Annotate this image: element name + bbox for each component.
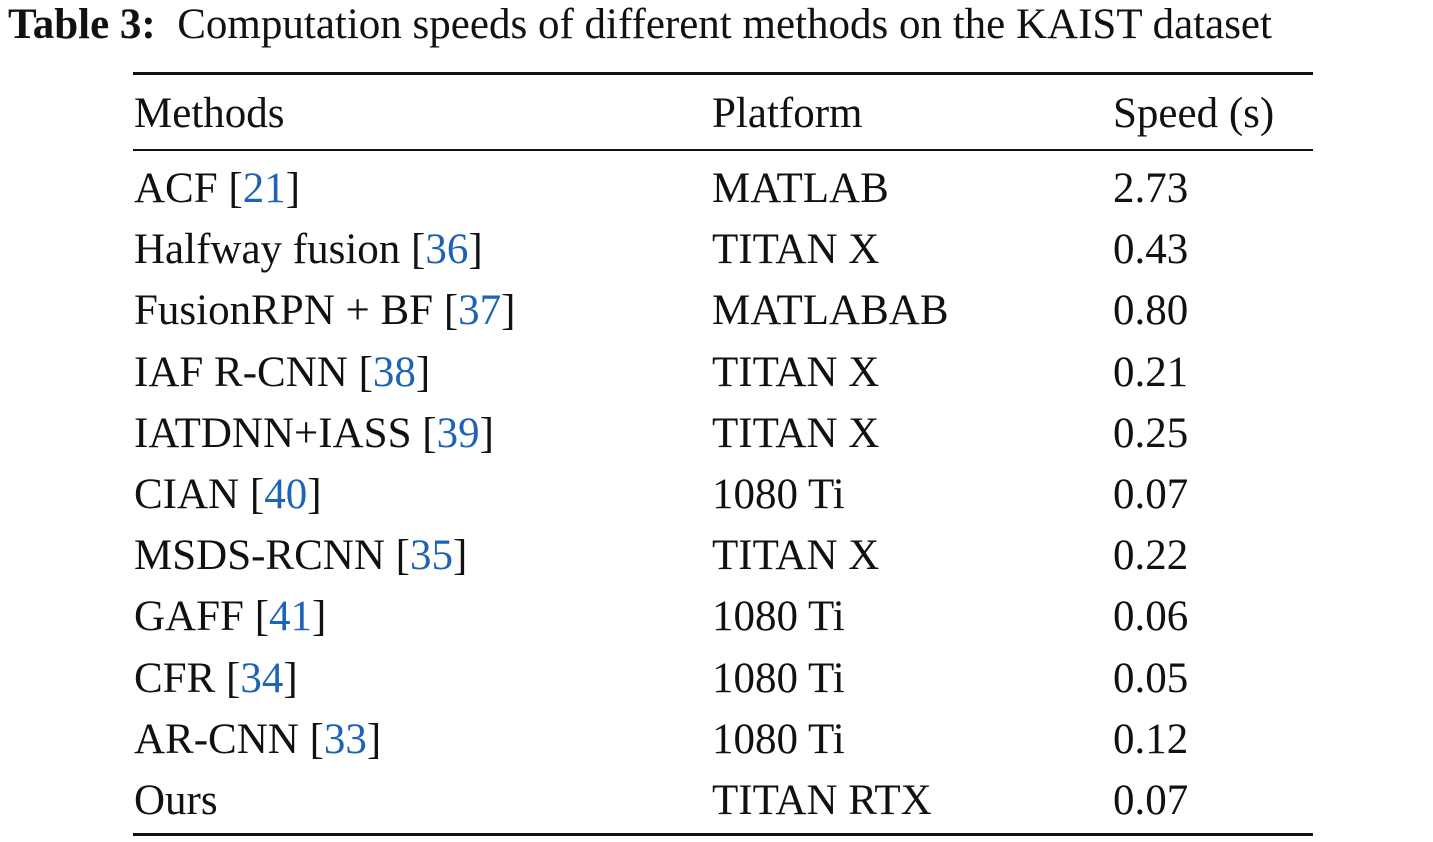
platform-cell: 1080 Ti bbox=[712, 716, 845, 763]
platform-cell: 1080 Ti bbox=[712, 655, 845, 702]
speed-cell: 0.25 bbox=[1113, 410, 1189, 457]
method-cell: ACF [21] bbox=[134, 165, 301, 212]
table-bottom-rule bbox=[133, 833, 1313, 836]
speed-cell: 0.05 bbox=[1113, 655, 1189, 702]
platform-cell: TITAN X bbox=[712, 410, 880, 457]
speed-cell: 0.21 bbox=[1113, 349, 1189, 396]
table-row: CFR [34] 1080 Ti 0.05 bbox=[0, 648, 1433, 709]
header-methods: Methods bbox=[134, 90, 285, 137]
speed-cell: 0.22 bbox=[1113, 532, 1189, 579]
method-cell: FusionRPN + BF [37] bbox=[134, 287, 516, 334]
method-cell: Halfway fusion [36] bbox=[134, 226, 483, 273]
method-cell: IATDNN+IASS [39] bbox=[134, 410, 494, 457]
table-row: AR-CNN [33] 1080 Ti 0.12 bbox=[0, 709, 1433, 770]
table-row: FusionRPN + BF [37] MATLABAB 0.80 bbox=[0, 280, 1433, 341]
platform-cell: TITAN X bbox=[712, 226, 880, 273]
platform-cell: 1080 Ti bbox=[712, 471, 845, 518]
platform-cell: TITAN X bbox=[712, 532, 880, 579]
table-row: Halfway fusion [36] TITAN X 0.43 bbox=[0, 219, 1433, 280]
method-cell: CIAN [40] bbox=[134, 471, 322, 518]
method-cell: MSDS-RCNN [35] bbox=[134, 532, 468, 579]
method-name: IAF R-CNN bbox=[134, 349, 348, 396]
platform-cell: TITAN RTX bbox=[712, 777, 932, 824]
table-row: GAFF [41] 1080 Ti 0.06 bbox=[0, 586, 1433, 647]
citation-link[interactable]: 36 bbox=[425, 226, 469, 273]
method-cell: GAFF [41] bbox=[134, 593, 327, 640]
speed-cell: 0.06 bbox=[1113, 593, 1189, 640]
caption-label: Table 3: bbox=[8, 1, 156, 48]
method-cell: AR-CNN [33] bbox=[134, 716, 382, 763]
table-header-rule bbox=[133, 149, 1313, 151]
speed-cell: 0.80 bbox=[1113, 287, 1189, 334]
header-platform: Platform bbox=[712, 90, 863, 137]
table-row: Ours TITAN RTX 0.07 bbox=[0, 770, 1433, 831]
method-name: IATDNN+IASS bbox=[134, 410, 412, 457]
method-name: ACF bbox=[134, 165, 218, 212]
method-name: CIAN bbox=[134, 471, 240, 518]
method-name: GAFF bbox=[134, 593, 244, 640]
table-caption: Table 3: Computation speeds of different… bbox=[8, 0, 1272, 50]
citation-link[interactable]: 21 bbox=[242, 165, 286, 212]
citation-link[interactable]: 38 bbox=[372, 349, 416, 396]
platform-cell: MATLABAB bbox=[712, 287, 949, 334]
table-row: CIAN [40] 1080 Ti 0.07 bbox=[0, 464, 1433, 525]
platform-cell: TITAN X bbox=[712, 349, 880, 396]
header-speed: Speed (s) bbox=[1113, 90, 1275, 137]
method-cell: IAF R-CNN [38] bbox=[134, 349, 431, 396]
speed-cell: 0.12 bbox=[1113, 716, 1189, 763]
table-row: IAF R-CNN [38] TITAN X 0.21 bbox=[0, 342, 1433, 403]
speed-cell: 0.43 bbox=[1113, 226, 1189, 273]
caption-text: Computation speeds of different methods … bbox=[177, 1, 1272, 48]
citation-link[interactable]: 35 bbox=[409, 532, 453, 579]
method-name: Halfway fusion bbox=[134, 226, 401, 273]
speed-cell: 0.07 bbox=[1113, 471, 1189, 518]
table-row: IATDNN+IASS [39] TITAN X 0.25 bbox=[0, 403, 1433, 464]
citation-link[interactable]: 37 bbox=[458, 287, 502, 334]
citation-link[interactable]: 41 bbox=[269, 593, 313, 640]
method-name: Ours bbox=[134, 777, 218, 824]
citation-link[interactable]: 39 bbox=[436, 410, 480, 457]
method-name: MSDS-RCNN bbox=[134, 532, 385, 579]
table-top-rule bbox=[133, 72, 1313, 75]
citation-link[interactable]: 40 bbox=[264, 471, 308, 518]
table-row: ACF [21] MATLAB 2.73 bbox=[0, 158, 1433, 219]
speed-cell: 0.07 bbox=[1113, 777, 1189, 824]
method-cell: CFR [34] bbox=[134, 655, 298, 702]
method-name: FusionRPN + BF bbox=[134, 287, 434, 334]
citation-link[interactable]: 33 bbox=[323, 716, 367, 763]
table-row: MSDS-RCNN [35] TITAN X 0.22 bbox=[0, 525, 1433, 586]
speed-cell: 2.73 bbox=[1113, 165, 1189, 212]
citation-link[interactable]: 34 bbox=[240, 655, 284, 702]
method-name: AR-CNN bbox=[134, 716, 299, 763]
table-header-row: Methods Platform Speed (s) bbox=[0, 83, 1433, 144]
platform-cell: 1080 Ti bbox=[712, 593, 845, 640]
method-cell: Ours bbox=[134, 770, 218, 831]
platform-cell: MATLAB bbox=[712, 165, 889, 212]
method-name: CFR bbox=[134, 655, 216, 702]
